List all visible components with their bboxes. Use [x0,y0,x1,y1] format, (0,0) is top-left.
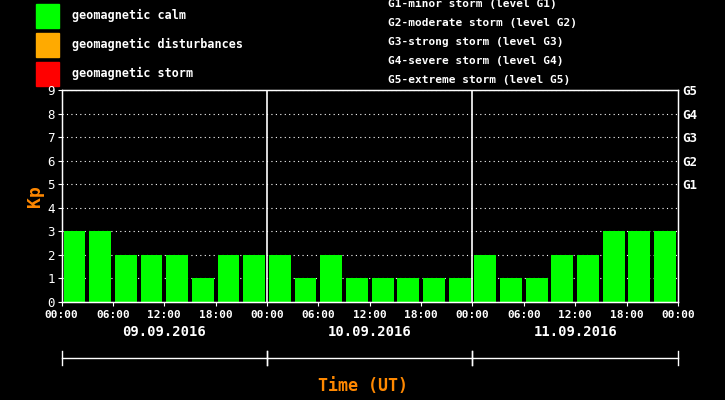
Text: 11.09.2016: 11.09.2016 [534,325,617,339]
Bar [629,231,650,302]
Bar [526,278,547,302]
Text: G1-minor storm (level G1): G1-minor storm (level G1) [388,0,557,10]
Bar [218,255,239,302]
Bar [141,255,162,302]
Bar [474,255,496,302]
Bar [89,231,111,302]
Bar [552,255,573,302]
Bar [602,231,625,302]
Bar [244,255,265,302]
Bar [166,255,188,302]
Bar [64,231,86,302]
Text: geomagnetic disturbances: geomagnetic disturbances [72,38,244,52]
Bar [423,278,445,302]
FancyBboxPatch shape [36,4,59,28]
Bar [294,278,317,302]
Text: G2-moderate storm (level G2): G2-moderate storm (level G2) [388,18,577,28]
Text: G3-strong storm (level G3): G3-strong storm (level G3) [388,37,563,47]
FancyBboxPatch shape [36,62,59,86]
Bar [372,278,394,302]
Text: G5-extreme storm (level G5): G5-extreme storm (level G5) [388,75,570,85]
Bar [346,278,368,302]
Text: 09.09.2016: 09.09.2016 [123,325,206,339]
FancyBboxPatch shape [36,32,59,57]
Bar [115,255,137,302]
Text: geomagnetic storm: geomagnetic storm [72,67,194,80]
Bar [577,255,599,302]
Bar [654,231,676,302]
Y-axis label: Kp: Kp [26,185,44,207]
Text: Time (UT): Time (UT) [318,377,407,395]
Bar [449,278,471,302]
Bar [269,255,291,302]
Text: 10.09.2016: 10.09.2016 [328,325,412,339]
Bar [397,278,419,302]
Bar [320,255,342,302]
Bar [500,278,522,302]
Bar [192,278,214,302]
Text: geomagnetic calm: geomagnetic calm [72,9,186,22]
Text: G4-severe storm (level G4): G4-severe storm (level G4) [388,56,563,66]
